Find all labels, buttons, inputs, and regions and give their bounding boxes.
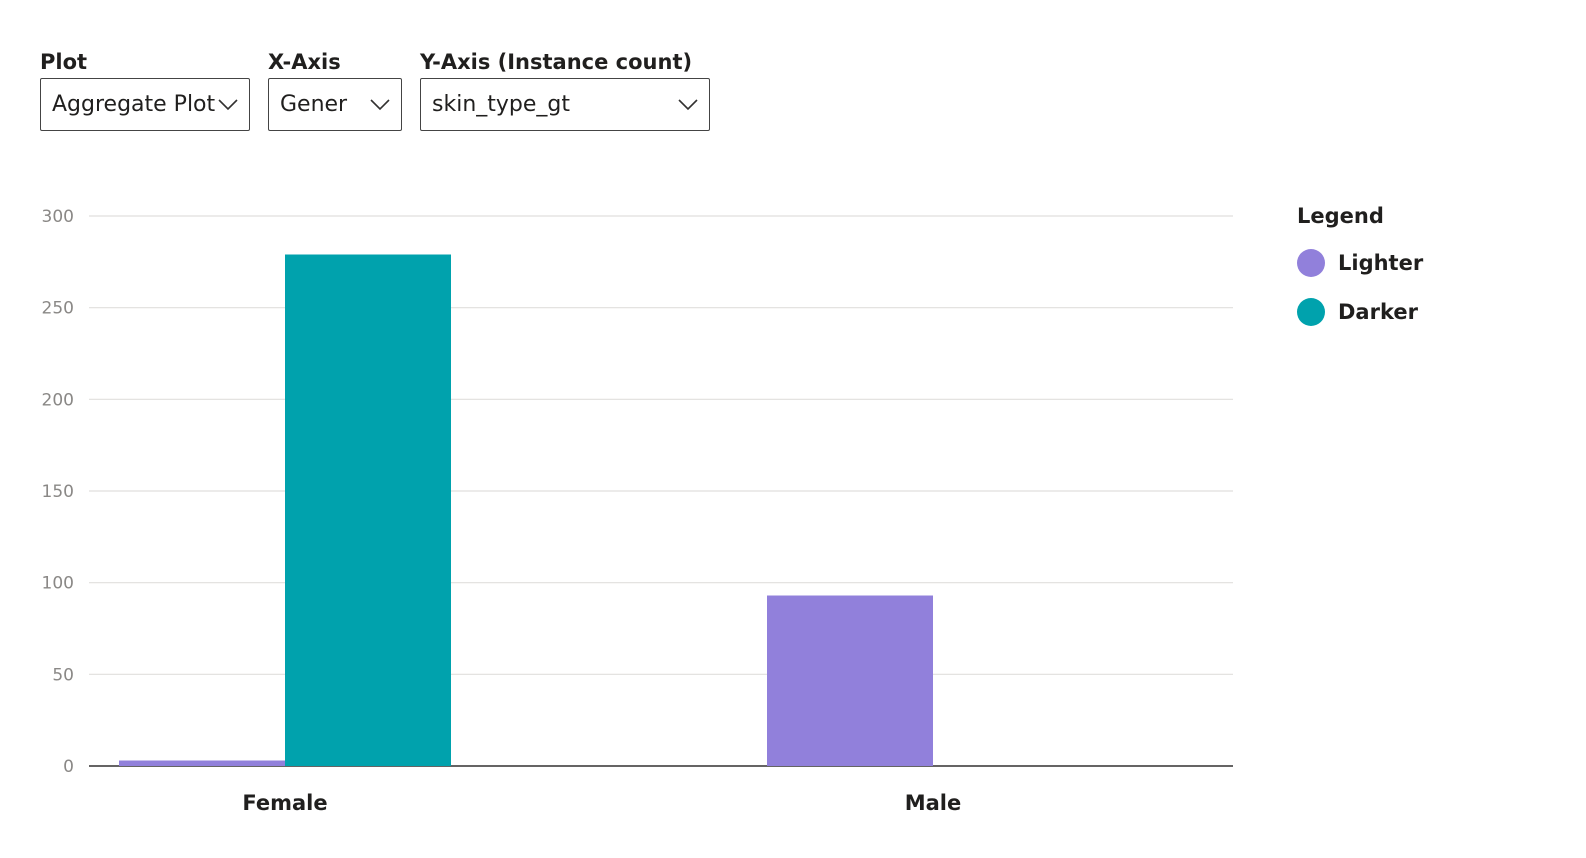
x-category-label: Male <box>905 791 962 815</box>
x-axis-control: X-Axis Gener <box>268 46 402 131</box>
legend-label-lighter: Lighter <box>1338 250 1424 275</box>
plot-type-value: Aggregate Plot <box>52 92 216 117</box>
bar-lighter-female <box>119 760 285 766</box>
y-tick-label: 50 <box>52 665 74 685</box>
legend-label-darker: Darker <box>1338 299 1418 324</box>
legend-item-lighter[interactable]: Lighter <box>1297 238 1423 287</box>
y-tick-label: 0 <box>63 757 74 777</box>
y-axis-label: Y-Axis (Instance count) <box>420 50 693 74</box>
chart-controls: Plot Aggregate Plot X-Axis Gener Y-Axis … <box>40 46 710 131</box>
y-axis-dropdown[interactable]: skin_type_gt <box>420 78 710 131</box>
legend-item-darker[interactable]: Darker <box>1297 287 1423 336</box>
x-axis-label: X-Axis <box>268 50 341 74</box>
chevron-down-icon <box>369 94 391 116</box>
legend: Legend Lighter Darker <box>1297 200 1423 336</box>
y-axis-value: skin_type_gt <box>432 92 570 117</box>
plot-control: Plot Aggregate Plot <box>40 46 250 131</box>
chevron-down-icon <box>217 94 239 116</box>
y-tick-label: 300 <box>42 207 74 227</box>
y-tick-label: 250 <box>42 299 74 319</box>
y-axis-control: Y-Axis (Instance count) skin_type_gt <box>420 46 710 131</box>
bar-darker-female <box>285 254 451 766</box>
y-tick-label: 200 <box>42 390 74 410</box>
chevron-down-icon <box>677 94 699 116</box>
legend-swatch-darker <box>1297 297 1325 326</box>
x-axis-dropdown[interactable]: Gener <box>268 78 402 131</box>
x-axis-value: Gener <box>280 92 348 117</box>
legend-swatch-lighter <box>1297 248 1325 277</box>
x-category-label: Female <box>242 791 327 815</box>
plot-type-dropdown[interactable]: Aggregate Plot <box>40 78 250 131</box>
legend-title: Legend <box>1297 204 1384 228</box>
bar-chart: 0 50 100 150 200 250 300 Female Male <box>42 207 1233 815</box>
y-tick-label: 150 <box>42 482 74 502</box>
plot-label: Plot <box>40 50 88 74</box>
bar-lighter-male <box>767 595 933 766</box>
y-tick-label: 100 <box>42 574 74 594</box>
